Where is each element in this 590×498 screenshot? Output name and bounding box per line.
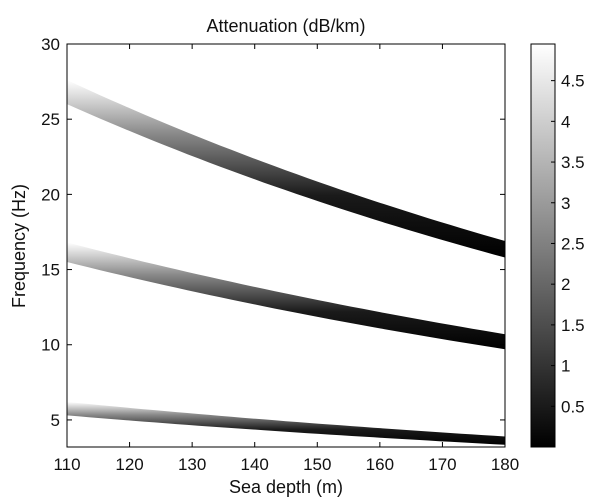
x-axis-label: Sea depth (m) [229,477,343,497]
colorbar-tick-label: 4 [561,112,570,131]
attenuation-band-3 [67,80,505,258]
y-tick-label: 25 [41,110,60,129]
y-tick-label: 10 [41,336,60,355]
x-tick-label: 130 [178,455,206,474]
colorbar-tick-label: 4.5 [561,72,585,91]
y-axis-ticks: 5 10 15 20 25 30 [41,35,505,430]
x-tick-label: 110 [53,455,80,474]
x-tick-label: 150 [303,455,331,474]
y-tick-label: 20 [41,185,60,204]
colorbar [530,43,556,448]
plot-frame [66,43,506,448]
y-tick-label: 5 [51,411,60,430]
colorbar-tick-label: 2 [561,275,570,294]
x-tick-label: 140 [241,455,269,474]
y-axis-label: Frequency (Hz) [9,184,29,308]
colorbar-tick-label: 2.5 [561,234,585,253]
colorbar-tick-label: 0.5 [561,397,585,416]
colorbar-tick-label: 3.5 [561,153,585,172]
y-tick-label: 15 [41,261,60,280]
colorbar-tick-label: 3 [561,194,570,213]
attenuation-band-2 [67,242,505,350]
y-tick-label: 30 [41,35,60,54]
colorbar-ticks: 0.5 1 1.5 2 2.5 3 3.5 4 4.5 [551,72,585,416]
x-tick-label: 160 [366,455,394,474]
colorbar-tick-label: 1 [561,357,570,376]
colorbar-tick-label: 1.5 [561,316,585,335]
x-tick-label: 170 [428,455,456,474]
attenuation-band-1 [67,401,505,445]
plot-area [67,44,505,447]
x-tick-label: 180 [491,455,519,474]
chart-title: Attenuation (dB/km) [206,16,365,36]
attenuation-bands [67,80,505,445]
x-axis-ticks: 110 120 130 140 150 160 170 180 [53,44,519,474]
x-tick-label: 120 [115,455,143,474]
